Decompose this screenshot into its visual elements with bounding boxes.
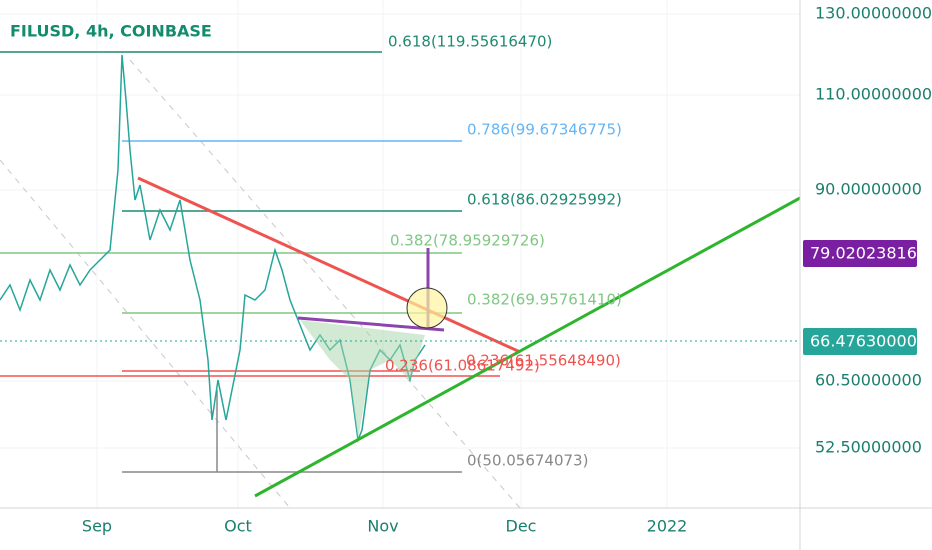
fib-label: 0.618(86.02925992) bbox=[467, 191, 622, 209]
grid bbox=[0, 0, 800, 508]
fib-label: 0.236(61.08617492) bbox=[385, 357, 540, 375]
price-label: 60.50000000 bbox=[815, 371, 922, 390]
support-line bbox=[254, 196, 801, 498]
price-tag-label: 66.47630000 bbox=[810, 332, 917, 351]
fib-lines bbox=[0, 51, 500, 473]
fib-label: 0.786(99.67346775) bbox=[467, 121, 622, 139]
price-tag-label: 79.02023816 bbox=[810, 244, 917, 263]
price-label: 130.00000000 bbox=[815, 4, 932, 23]
price-tag bbox=[803, 240, 917, 267]
fib-label: 0.382(69.95761410) bbox=[467, 291, 622, 309]
breakout-marker bbox=[406, 287, 448, 329]
time-label: 2022 bbox=[647, 517, 688, 536]
fib-label: 0.236(61.55648490) bbox=[466, 352, 621, 370]
pattern-fill bbox=[300, 320, 425, 440]
resistance-line bbox=[137, 176, 521, 354]
time-label: Nov bbox=[367, 517, 398, 536]
fib-label: 0(50.05674073) bbox=[467, 452, 588, 470]
price-label: 52.50000000 bbox=[815, 438, 922, 457]
chart-title: FILUSD, 4h, COINBASE bbox=[10, 22, 212, 41]
price-label: 90.00000000 bbox=[815, 180, 922, 199]
price-tag bbox=[803, 328, 917, 355]
channel-lines bbox=[0, 59, 521, 509]
fib-label: 0.618(119.55616470) bbox=[388, 33, 552, 51]
time-label: Dec bbox=[506, 517, 537, 536]
fib-label: 0.382(78.95929726) bbox=[390, 232, 545, 250]
time-label: Oct bbox=[224, 517, 252, 536]
price-label: 110.00000000 bbox=[815, 85, 932, 104]
neckline bbox=[297, 316, 445, 332]
time-label: Sep bbox=[82, 517, 112, 536]
